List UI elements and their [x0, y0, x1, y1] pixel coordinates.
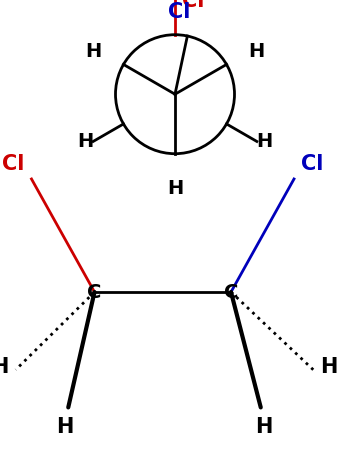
Text: Cl: Cl	[301, 154, 323, 174]
Text: H: H	[256, 131, 272, 151]
Text: H: H	[256, 417, 273, 437]
Text: H: H	[248, 42, 265, 61]
Text: C: C	[87, 283, 102, 301]
Text: H: H	[56, 417, 74, 437]
Text: H: H	[85, 42, 102, 61]
Text: H: H	[0, 357, 9, 377]
Text: Cl: Cl	[2, 154, 25, 174]
Text: H: H	[78, 131, 94, 151]
Text: H: H	[167, 179, 183, 198]
Text: Cl: Cl	[168, 1, 191, 22]
Text: C: C	[224, 283, 238, 301]
Text: H: H	[320, 357, 338, 377]
Text: Cl: Cl	[182, 0, 204, 10]
